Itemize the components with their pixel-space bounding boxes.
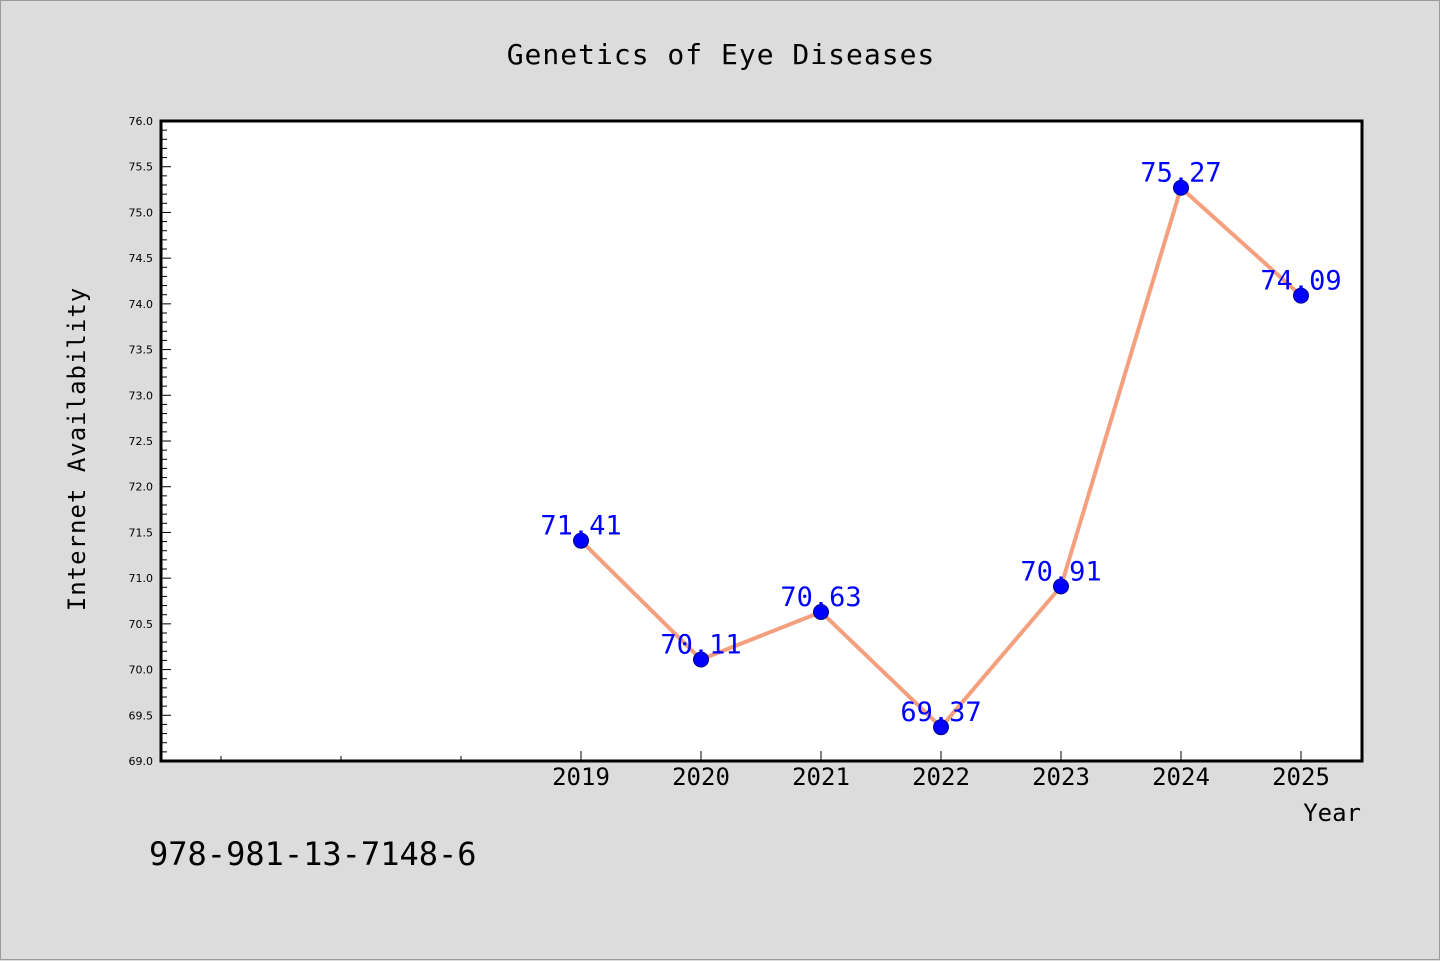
plot-area xyxy=(159,119,1364,763)
y-tick-label: 72.5 xyxy=(129,435,154,448)
x-tick-label: 2019 xyxy=(552,763,610,791)
data-label: 71.41 xyxy=(540,511,621,542)
y-axis: 69.0 69.5 70.0 70.5 71.0 71.5 72.0 72.5 73.0 73.5… xyxy=(129,115,171,768)
x-tick-label: 2020 xyxy=(672,763,730,791)
footer-isbn: 978-981-13-7148-6 xyxy=(149,835,477,873)
y-tick-label: 70.5 xyxy=(129,618,154,631)
data-point xyxy=(1053,578,1069,595)
y-tick-label: 74.0 xyxy=(129,298,154,311)
y-tick-label: 69.0 xyxy=(129,755,154,768)
x-tick-label: 2021 xyxy=(792,763,850,791)
data-point xyxy=(1293,287,1309,304)
y-tick-label: 73.5 xyxy=(129,344,154,357)
y-tick-label: 71.5 xyxy=(129,526,154,539)
data-point xyxy=(693,651,709,668)
data-label: 74.09 xyxy=(1260,266,1341,297)
y-tick-label: 72.0 xyxy=(129,481,154,494)
x-tick-label: 2025 xyxy=(1272,763,1330,791)
y-tick-label: 70.0 xyxy=(129,664,154,677)
x-tick-label: 2023 xyxy=(1032,763,1090,791)
data-point xyxy=(933,719,949,736)
y-tick-label: 74.5 xyxy=(129,252,154,265)
y-tick-label: 75.5 xyxy=(129,161,154,174)
y-tick-label: 76.0 xyxy=(129,115,154,128)
data-label: 69.37 xyxy=(900,697,981,728)
data-label: 75.27 xyxy=(1140,158,1221,189)
y-axis-label: Internet Availability xyxy=(63,287,91,611)
x-axis: 2019 2020 2021 2022 2023 2024 2025 xyxy=(220,751,1330,791)
x-tick-label: 2024 xyxy=(1152,763,1210,791)
data-label: 70.11 xyxy=(660,630,741,661)
chart-title: Genetics of Eye Diseases xyxy=(507,38,936,71)
y-tick-label: 69.5 xyxy=(129,709,154,722)
data-point xyxy=(1173,179,1189,196)
y-tick-label: 71.0 xyxy=(129,572,154,585)
y-tick-label: 73.0 xyxy=(129,389,154,402)
data-label: 70.63 xyxy=(780,582,861,613)
data-point xyxy=(813,603,829,620)
x-axis-label: Year xyxy=(1303,799,1361,827)
x-tick-label: 2022 xyxy=(912,763,970,791)
y-tick-label: 75.0 xyxy=(129,206,154,219)
data-point xyxy=(573,532,589,549)
series-layer: 71.41 70.11 70.63 69.37 70.91 75.27 74.09 xyxy=(540,158,1342,736)
data-label: 70.91 xyxy=(1020,556,1101,587)
